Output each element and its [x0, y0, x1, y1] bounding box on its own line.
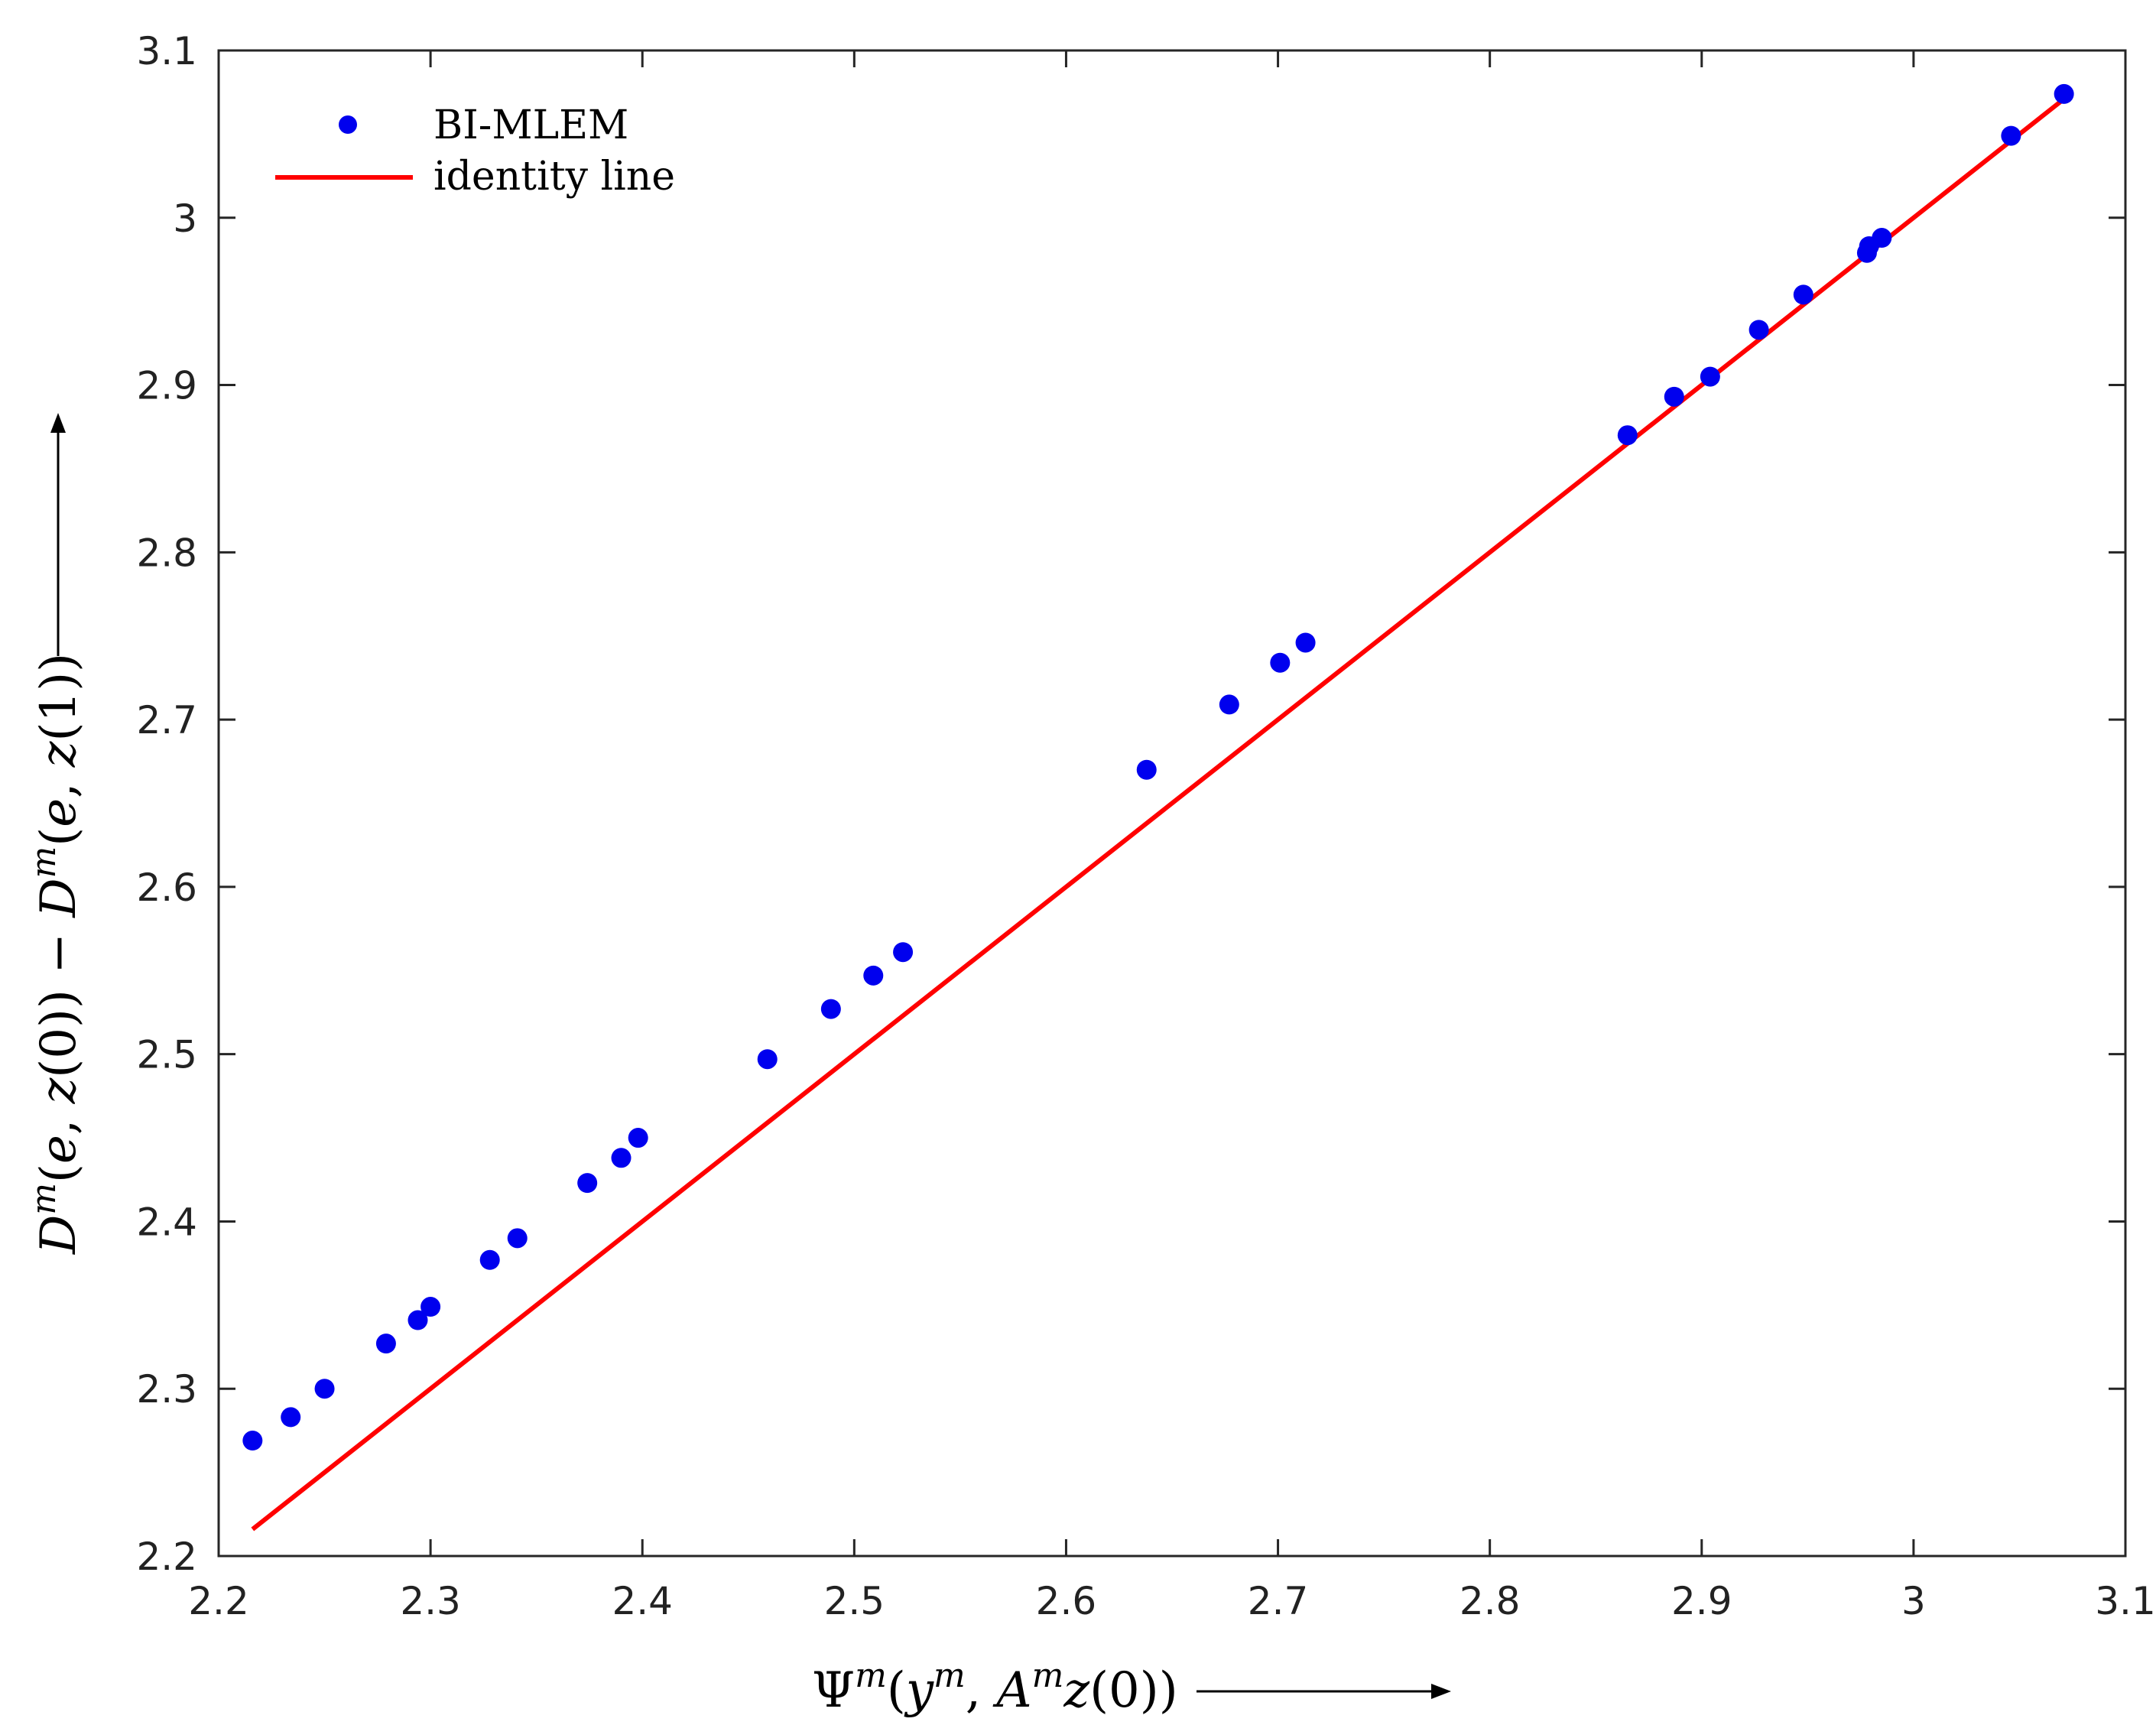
y-tick-label: 3 [173, 197, 197, 241]
data-point-bi-mlem [507, 1228, 528, 1249]
y-tick-label: 2.8 [136, 531, 197, 575]
y-tick-label: 2.5 [136, 1033, 197, 1077]
x-tick-label: 2.7 [1248, 1579, 1309, 1623]
y-axis-label: Dm(e, z(0)) − Dm(e, z(1)) [24, 653, 87, 1255]
data-point-bi-mlem [242, 1431, 263, 1451]
data-points-layer [242, 83, 2074, 1451]
data-point-bi-mlem [2001, 125, 2021, 146]
y-tick-label: 2.2 [136, 1535, 197, 1579]
y-axis-arrow-head [50, 413, 66, 433]
legend-label-identity-line: identity line [433, 154, 675, 200]
data-point-bi-mlem [577, 1173, 598, 1194]
x-axis-label-group: Ψm(ym, Amz(0)) [812, 1656, 1451, 1719]
data-point-bi-mlem [407, 1310, 428, 1330]
axis-ticks: 2.2 2.3 2.4 2.5 2.6 2.7 2.8 2.9 3 3.1 2.2 2.3 2.4 2.5… [136, 29, 2155, 1623]
y-tick-label: 2.4 [136, 1200, 197, 1244]
legend-marker-bi-mlem [339, 115, 357, 134]
data-point-bi-mlem [1664, 386, 1684, 407]
x-tick-label: 2.8 [1460, 1579, 1521, 1623]
data-point-bi-mlem [1872, 228, 1892, 249]
data-point-bi-mlem [1136, 759, 1157, 780]
data-point-bi-mlem [757, 1049, 778, 1070]
y-tick-label: 3.1 [136, 29, 197, 73]
data-point-bi-mlem [863, 965, 884, 986]
data-point-bi-mlem [1270, 652, 1291, 673]
data-point-bi-mlem [479, 1249, 500, 1270]
y-tick-label: 2.6 [136, 866, 197, 910]
x-tick-label: 2.9 [1671, 1579, 1732, 1623]
x-tick-label: 2.6 [1036, 1579, 1097, 1623]
data-point-bi-mlem [1219, 694, 1239, 715]
data-point-bi-mlem [1295, 632, 1316, 653]
x-tick-label: 3 [1901, 1579, 1926, 1623]
data-point-bi-mlem [1700, 366, 1720, 387]
data-point-bi-mlem [1749, 320, 1769, 340]
legend: BI-MLEM identity line [275, 102, 675, 200]
data-point-bi-mlem [1793, 284, 1813, 305]
x-tick-label: 2.4 [612, 1579, 673, 1623]
data-point-bi-mlem [1617, 425, 1638, 446]
x-tick-label: 3.1 [2095, 1579, 2156, 1623]
data-point-bi-mlem [420, 1297, 441, 1317]
x-tick-label: 2.2 [188, 1579, 249, 1623]
x-tick-label: 2.3 [400, 1579, 461, 1623]
data-point-bi-mlem [2054, 83, 2074, 104]
x-axis-arrow-head [1431, 1684, 1451, 1699]
x-tick-label: 2.5 [824, 1579, 885, 1623]
data-point-bi-mlem [375, 1334, 396, 1354]
x-axis-label: Ψm(ym, Amz(0)) [812, 1656, 1178, 1719]
y-axis-label-group: Dm(e, z(0)) − Dm(e, z(1)) [24, 413, 87, 1255]
data-point-bi-mlem [281, 1407, 301, 1428]
data-point-bi-mlem [314, 1379, 335, 1399]
data-point-bi-mlem [820, 999, 841, 1019]
data-point-bi-mlem [628, 1128, 648, 1148]
data-point-bi-mlem [611, 1148, 632, 1168]
data-point-bi-mlem [893, 942, 914, 963]
y-tick-label: 2.7 [136, 698, 197, 742]
y-tick-label: 2.9 [136, 364, 197, 408]
legend-label-bi-mlem: BI-MLEM [433, 102, 628, 148]
y-tick-label: 2.3 [136, 1367, 197, 1412]
